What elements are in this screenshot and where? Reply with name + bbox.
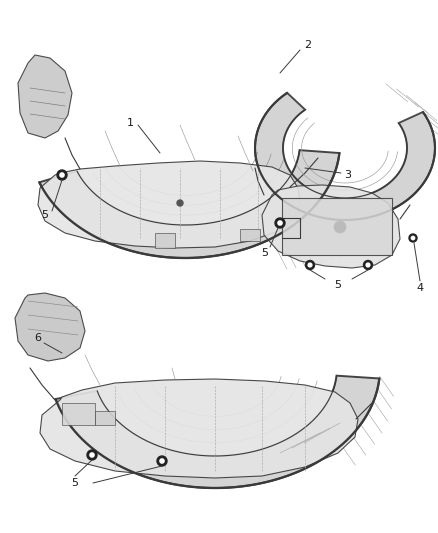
Text: 2: 2: [304, 40, 311, 50]
Polygon shape: [56, 376, 379, 488]
Circle shape: [57, 170, 67, 180]
Circle shape: [409, 234, 417, 242]
Polygon shape: [62, 403, 95, 425]
Circle shape: [366, 263, 370, 267]
Polygon shape: [262, 185, 400, 268]
Polygon shape: [40, 379, 358, 478]
Text: 4: 4: [417, 283, 424, 293]
Circle shape: [160, 459, 164, 463]
Text: 5: 5: [261, 248, 268, 258]
Circle shape: [157, 456, 167, 466]
Polygon shape: [39, 150, 339, 258]
Circle shape: [177, 200, 183, 206]
Text: 3: 3: [345, 170, 352, 180]
Text: 5: 5: [71, 478, 78, 488]
Polygon shape: [18, 55, 72, 138]
Circle shape: [60, 173, 64, 177]
Circle shape: [275, 218, 285, 228]
Polygon shape: [255, 93, 435, 220]
Polygon shape: [95, 411, 115, 425]
Polygon shape: [282, 198, 392, 255]
Polygon shape: [38, 161, 300, 248]
Circle shape: [308, 263, 312, 267]
Circle shape: [334, 221, 346, 233]
Circle shape: [411, 236, 415, 240]
Circle shape: [87, 450, 97, 460]
Text: 6: 6: [35, 333, 42, 343]
Circle shape: [364, 261, 372, 270]
Text: 1: 1: [127, 118, 134, 128]
Text: 5: 5: [335, 280, 342, 290]
Circle shape: [278, 221, 282, 225]
Text: 5: 5: [42, 210, 49, 220]
Polygon shape: [15, 293, 85, 361]
Polygon shape: [240, 229, 260, 241]
Polygon shape: [155, 233, 175, 248]
Circle shape: [305, 261, 314, 270]
Circle shape: [90, 453, 94, 457]
